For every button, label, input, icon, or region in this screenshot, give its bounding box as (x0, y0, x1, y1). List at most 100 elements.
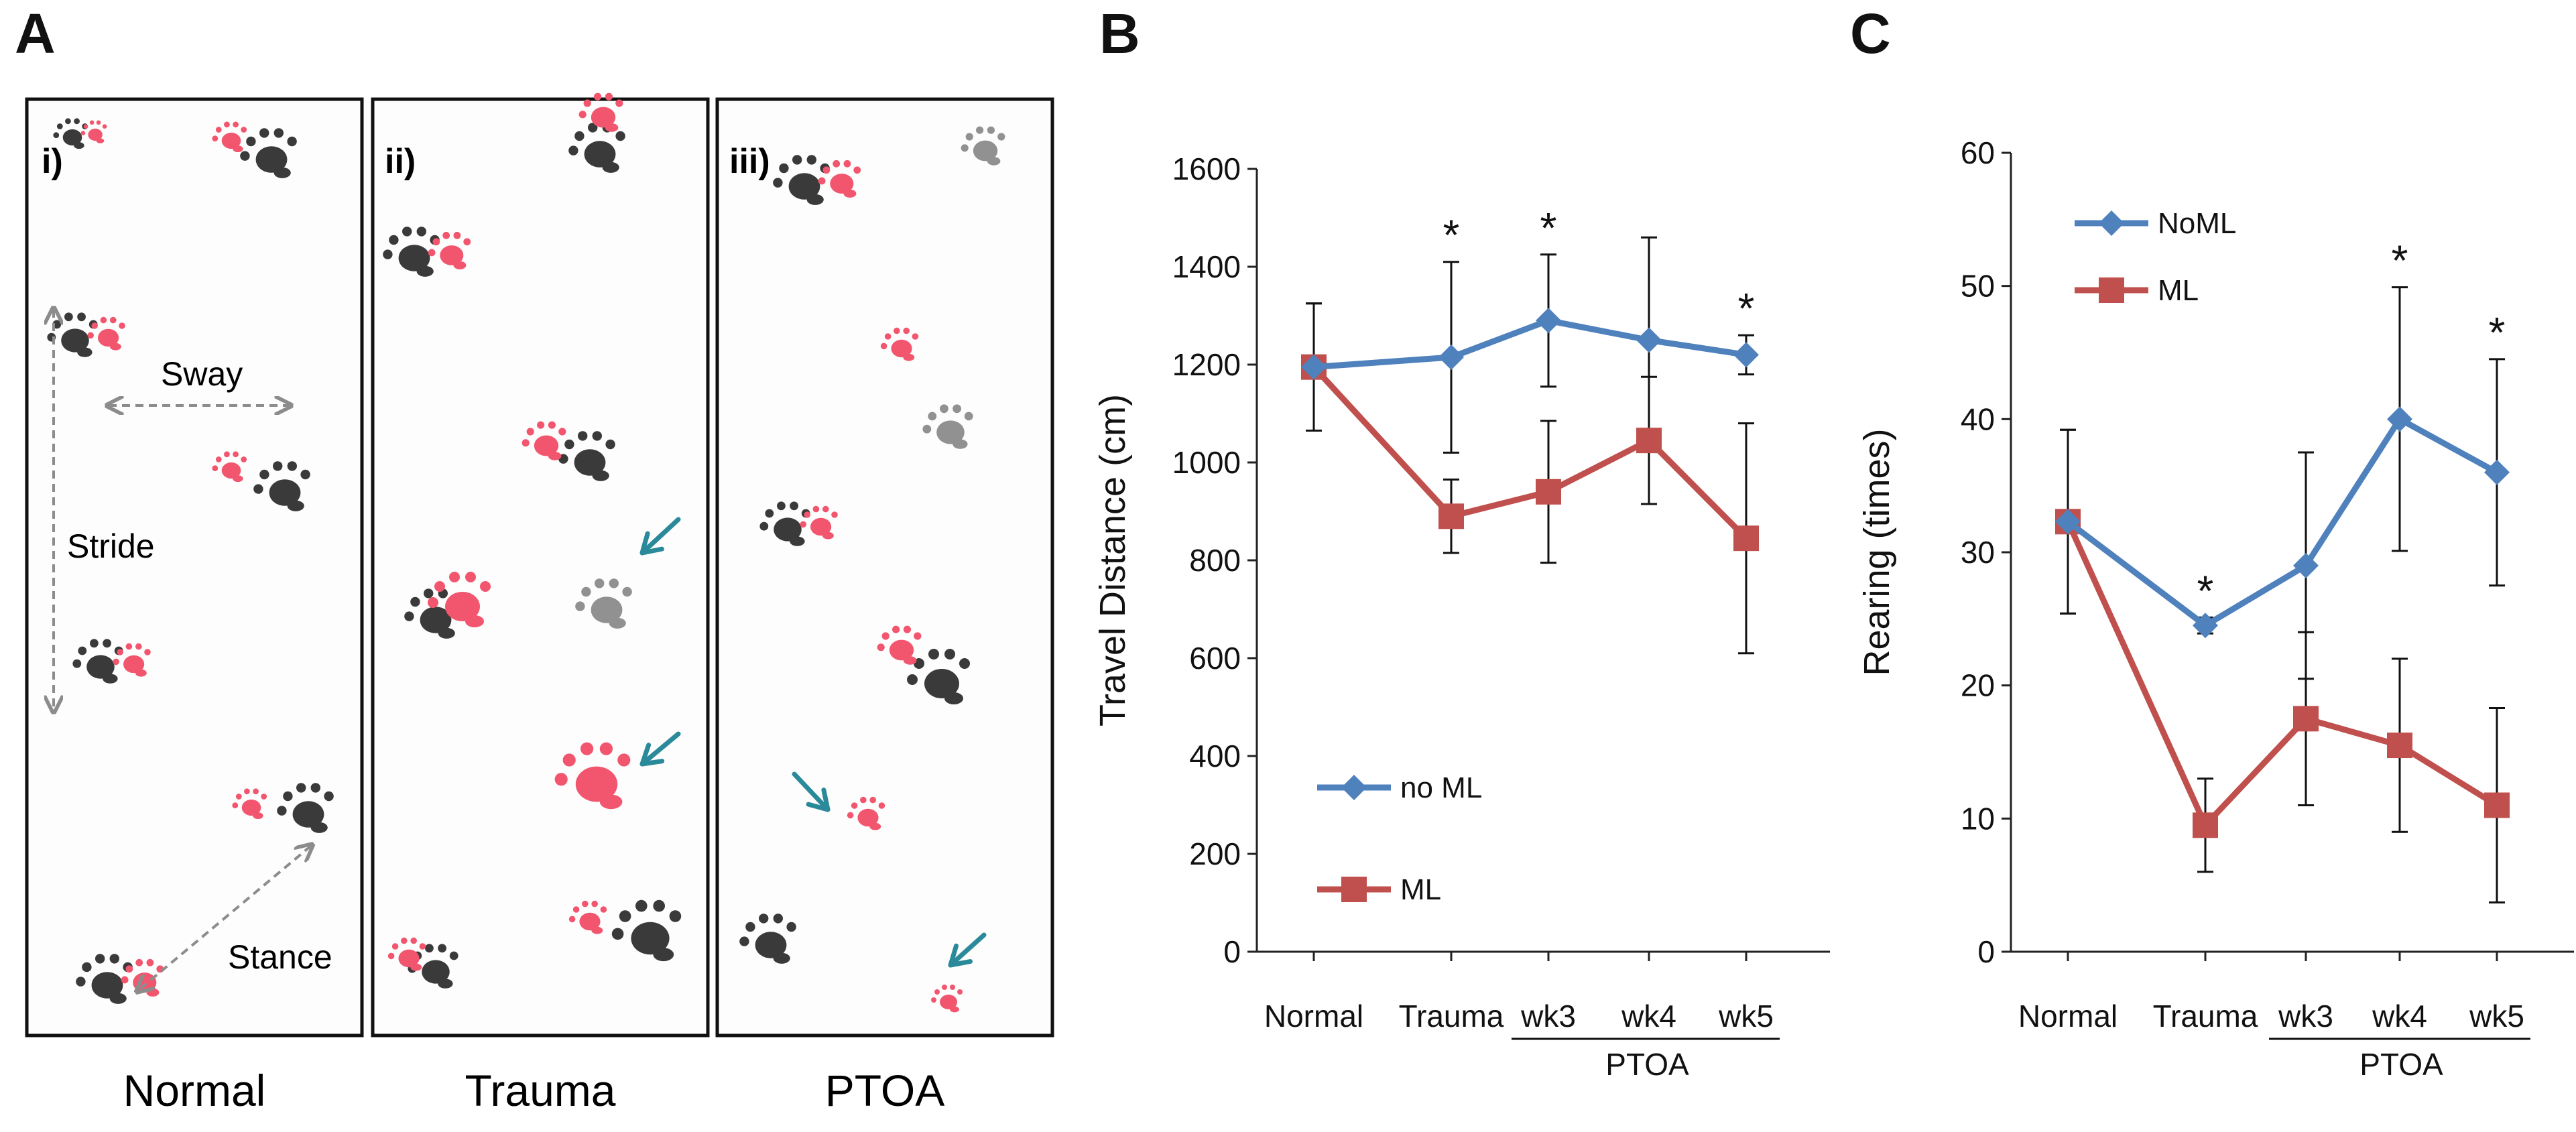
paw-toe (103, 639, 112, 648)
paw-toe (232, 802, 239, 809)
paw-toe (296, 783, 306, 793)
paw-print (232, 788, 267, 820)
paw-toe (424, 588, 434, 599)
paw-toe (786, 922, 796, 932)
legend-marker-square (2099, 277, 2124, 303)
paw-toe (580, 742, 594, 755)
x-tick-label: Trauma (1399, 999, 1504, 1033)
paw-toe (583, 99, 591, 107)
teal-arrow-shaft (639, 731, 681, 767)
paw-pad (255, 146, 288, 173)
paw-heel (77, 347, 93, 357)
paw-toe (940, 404, 948, 414)
paw-toe (224, 451, 230, 458)
data-point-diamond (1301, 354, 1327, 380)
paw-toe (997, 133, 1005, 141)
paw-toe (453, 231, 461, 239)
paw-toe (74, 118, 80, 125)
paw-toe (953, 404, 961, 414)
significance-star: * (1738, 284, 1755, 332)
paw-toe (410, 937, 417, 944)
y-tick-label: 40 (1961, 401, 1995, 436)
paw-toe (800, 521, 806, 528)
paw-toe (87, 332, 94, 339)
paw-heel (233, 475, 243, 483)
paw-pad (61, 328, 89, 353)
series-blue (2060, 286, 2505, 680)
x-tick-label: wk4 (2372, 999, 2427, 1033)
paw-heel (253, 812, 263, 820)
paw-toe (235, 794, 242, 800)
x-tick-label: wk5 (1718, 999, 1774, 1033)
series-line (1311, 365, 1749, 541)
paw-heel (609, 617, 626, 629)
legend-label: ML (2158, 274, 2199, 307)
paw-toe (931, 997, 936, 1003)
paw-toe (600, 906, 607, 913)
paw-pad (445, 592, 480, 621)
paw-toe (244, 788, 250, 795)
paw-heel (438, 627, 455, 639)
teal-arrow-shaft (792, 771, 831, 812)
x-tick-label: wk5 (2469, 999, 2524, 1033)
paw-pad (62, 129, 82, 146)
y-tick-label: 50 (1961, 269, 1995, 304)
paw-toe (78, 646, 87, 655)
paw-toe (818, 177, 826, 185)
teal-arrow (639, 731, 681, 767)
paw-toe (300, 469, 310, 480)
paw-pad (398, 245, 430, 271)
paw-toe (449, 572, 460, 582)
panel-tag-normal: i) (42, 142, 63, 181)
paw-toe (480, 581, 491, 592)
paw-toe (224, 121, 230, 128)
paw-heel (944, 692, 963, 704)
paw-toe (592, 431, 602, 441)
paw-toe (125, 643, 133, 650)
footprint-frame-trauma (371, 97, 710, 1037)
paw-print (80, 120, 107, 143)
paw-heel (135, 669, 147, 677)
paw-toe (881, 632, 890, 640)
paw-heel (987, 157, 1001, 166)
paw-toe (959, 658, 970, 669)
paw-print (877, 625, 922, 665)
data-point-diamond (1438, 344, 1464, 371)
x-tick-label: wk4 (1621, 999, 1676, 1033)
y-tick-label: 600 (1189, 641, 1241, 676)
paw-toe (605, 439, 615, 450)
paw-pad (123, 655, 145, 674)
teal-arrow-head (639, 743, 665, 767)
y-tick-label: 20 (1961, 668, 1995, 703)
paw-heel (806, 194, 824, 205)
paw-heel (310, 822, 328, 833)
paw-heel (869, 822, 881, 830)
paw-heel (438, 979, 453, 989)
paw-toe (554, 773, 568, 786)
legend: no ML ML (1317, 771, 1482, 906)
paw-toe (564, 439, 574, 450)
paw-print (383, 227, 440, 277)
paw-print (212, 451, 247, 483)
paw-pad (91, 972, 123, 999)
paw-toe (432, 238, 440, 246)
paw-toe (253, 484, 263, 494)
paw-toe (912, 333, 919, 340)
paw-heel (790, 536, 805, 546)
footprint-frame-normal (25, 97, 364, 1037)
paw-toe (558, 428, 566, 436)
paw-toe (615, 131, 625, 141)
paw-heel (109, 993, 127, 1004)
y-tick-label: 1200 (1172, 347, 1241, 382)
paw-print (739, 914, 796, 964)
series-group (2055, 286, 2510, 903)
paw-toe (246, 136, 256, 147)
paw-toe (100, 316, 107, 324)
paw-print (575, 578, 632, 629)
y-axis-label: Rearing (times) (1857, 428, 1897, 676)
paw-print (554, 742, 631, 810)
data-point-diamond (2055, 509, 2081, 535)
paw-toe (880, 342, 887, 350)
significance-star: * (2392, 237, 2408, 285)
paw-toe (765, 509, 774, 518)
